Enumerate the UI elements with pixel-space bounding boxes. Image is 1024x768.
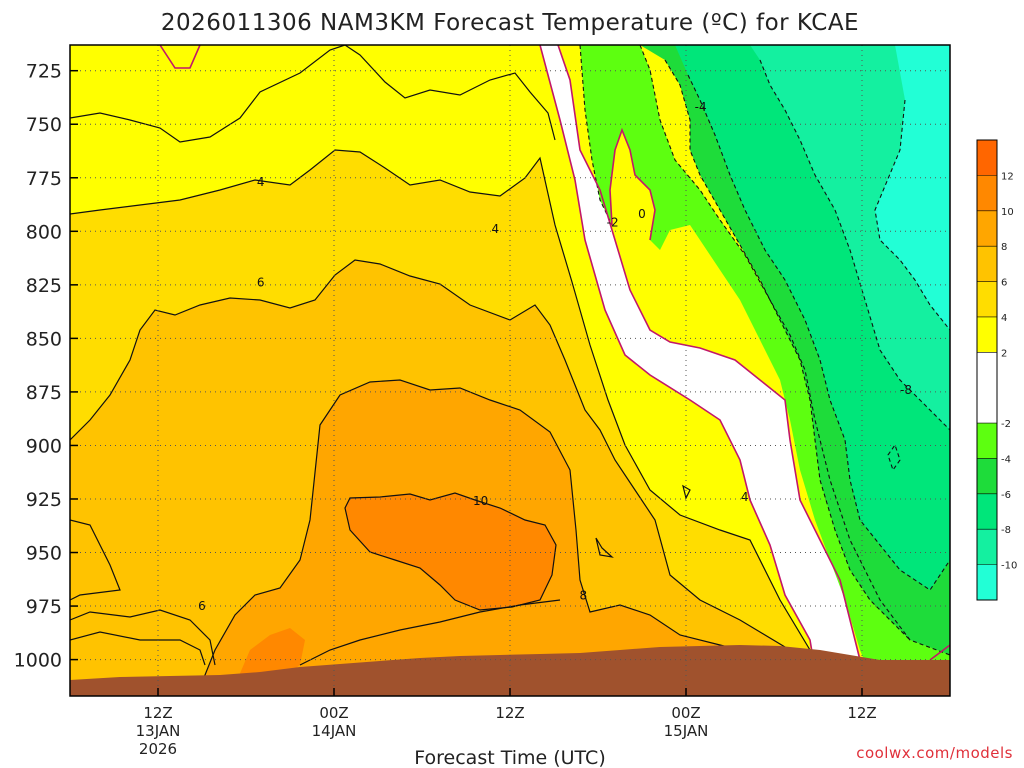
contour-4-blob [595,537,614,558]
colorbar-label: 12 [1001,171,1014,182]
y-tick-label: 875 [26,382,62,404]
y-tick-label: 825 [26,275,62,297]
colorbar-label: -2 [1001,419,1011,430]
y-tick-label: 975 [26,596,62,618]
contour-label: -2 [607,216,619,230]
y-tick-label: 850 [26,328,62,350]
contour-label: 6 [198,599,206,613]
contour-minus8 [759,59,950,431]
contour-label: 4 [492,222,500,236]
y-tick-label: 925 [26,489,62,511]
colorbar-label: -6 [1001,490,1011,501]
colorbar-label: -8 [1001,525,1011,536]
negative-contours [579,45,950,656]
contour-label: 8 [580,588,588,602]
grid [70,45,950,696]
zero-line-top [159,45,201,69]
contour-minus8-ring [887,443,901,472]
contour-labels: 4 4 6 10 8 6 4 -2 0 -4 -8 [198,100,912,613]
zero-line-lowright [929,644,950,661]
chart-title: 2026011306 NAM3KM Forecast Temperature (… [161,10,859,36]
contour-4-lower [70,609,216,666]
y-tick-label: 950 [26,543,62,565]
x-tick-label: 15JAN [664,722,709,740]
colorbar-swatch [977,564,997,600]
colorbar: -10 -8 -6 -4 -2 2 4 6 8 10 12 [976,139,1017,601]
colorbar-frame [976,139,998,601]
zero-line-left [539,45,821,696]
colorbar-label: 8 [1001,242,1007,253]
contour-label: 4 [257,175,265,189]
contour-6-lowleft [70,631,206,666]
temperature-field: 4 4 6 10 8 6 4 -2 0 -4 -8 [70,45,950,696]
zero-line-right [557,45,870,696]
x-tick-label: 12Z [143,704,172,722]
x-tick-label: 12Z [495,704,524,722]
y-tick-label: 775 [26,168,62,190]
credit-text: coolwx.com/models [856,744,1013,762]
x-tick-label: 00Z [319,704,348,722]
contour-label: -4 [695,100,707,114]
colorbar-swatch [977,210,997,247]
band-10 [235,493,556,685]
y-tick-label: 1000 [14,650,62,672]
colorbar-swatch [977,423,997,459]
colorbar-label: 10 [1001,207,1014,218]
y-tick-label: 800 [26,221,62,243]
contour-4-blob2 [682,484,691,500]
colorbar-swatch [977,316,997,353]
contour-6-lower [70,519,121,601]
contour-label: 4 [741,490,749,504]
contour-10 [344,492,557,611]
colorbar-label: 6 [1001,278,1007,289]
zero-line-tongue [609,127,656,241]
y-tick-label: 900 [26,435,62,457]
contour-minus4 [664,59,911,641]
x-tick-label: 14JAN [312,722,357,740]
x-tick-label: 13JAN [136,722,181,740]
contour-2-upper [70,45,556,143]
contour-8-lowband [299,599,561,666]
x-axis-label: Forecast Time (UTC) [414,747,605,768]
colorbar-swatch [977,493,997,530]
colorbar-swatch [977,246,997,282]
colorbar-label: -4 [1001,454,1011,465]
y-axis: 725 750 775 800 825 850 875 900 925 950 975 1000 [14,61,78,672]
freezing-contour [159,45,950,696]
contour-label: 0 [638,207,646,221]
colorbar-swatch [977,175,997,211]
contour-label: 6 [257,276,265,290]
colorbar-label: 2 [1001,348,1007,359]
y-tick-label: 725 [26,61,62,83]
contour-label: 10 [473,494,488,508]
contour-minus6 [687,74,950,591]
contour-6 [70,259,791,651]
colorbar-swatch [977,281,997,317]
contour-lines [70,45,811,696]
colorbar-label: -10 [1001,561,1017,572]
band-minus8 [750,45,950,430]
x-tick-label: 2026 [139,740,177,758]
y-tick-label: 750 [26,114,62,136]
x-tick-label: 00Z [671,704,700,722]
colorbar-swatch [977,458,997,494]
band-freezing [540,45,869,696]
contour-minus2 [579,45,950,656]
x-tick-label: 12Z [847,704,876,722]
colorbar-swatch [977,529,997,565]
colorbar-swatch [977,352,997,388]
contour-8 [195,379,761,696]
colorbar-label: 4 [1001,313,1007,324]
band-minus10 [875,45,950,330]
band-minus2 [580,45,950,696]
contour-4 [70,149,811,651]
contour-label: -8 [900,383,912,397]
colorbar-swatch [977,140,997,176]
colorbar-swatch [977,387,997,424]
